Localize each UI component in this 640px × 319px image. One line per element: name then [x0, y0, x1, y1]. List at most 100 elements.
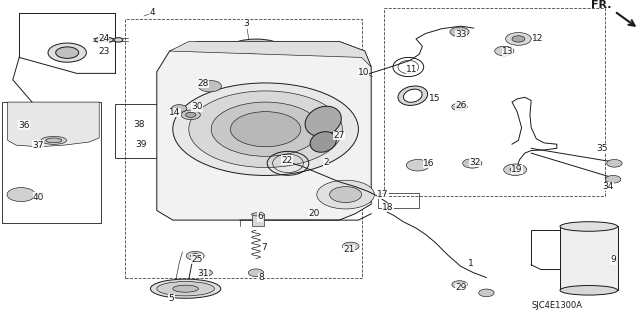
Text: 22: 22: [281, 156, 292, 165]
Text: 6: 6: [257, 212, 262, 221]
Text: 14: 14: [169, 108, 180, 117]
Text: 18: 18: [382, 203, 394, 212]
Ellipse shape: [403, 89, 422, 102]
Ellipse shape: [46, 138, 62, 143]
Bar: [115, 104, 214, 158]
Circle shape: [172, 105, 187, 112]
Text: 1: 1: [468, 259, 473, 268]
Circle shape: [506, 33, 531, 45]
Text: 9: 9: [611, 256, 616, 264]
Text: 11: 11: [406, 65, 417, 74]
Circle shape: [456, 105, 463, 109]
Text: FR.: FR.: [591, 0, 611, 10]
Bar: [560, 226, 618, 290]
Circle shape: [342, 242, 359, 250]
Bar: [566, 254, 611, 274]
Text: 5: 5: [169, 294, 174, 303]
Circle shape: [198, 80, 221, 92]
Ellipse shape: [560, 222, 618, 231]
Text: 35: 35: [596, 144, 607, 153]
Ellipse shape: [305, 106, 341, 136]
Circle shape: [48, 43, 86, 62]
Circle shape: [186, 251, 204, 260]
Ellipse shape: [41, 137, 67, 144]
Circle shape: [248, 269, 264, 277]
Text: 32: 32: [469, 158, 481, 167]
Circle shape: [104, 38, 113, 42]
Text: 7: 7: [261, 243, 266, 252]
Bar: [125, 19, 362, 278]
Circle shape: [512, 36, 525, 42]
Text: 27: 27: [333, 131, 345, 140]
Polygon shape: [157, 41, 371, 220]
Circle shape: [191, 254, 200, 258]
Text: 38: 38: [134, 120, 145, 129]
Ellipse shape: [150, 279, 221, 298]
Bar: [2, 102, 101, 223]
Ellipse shape: [157, 281, 214, 296]
Circle shape: [56, 47, 79, 58]
Text: 23: 23: [98, 47, 109, 56]
Bar: [252, 214, 264, 226]
Text: 31: 31: [198, 269, 209, 278]
Text: 36: 36: [19, 121, 30, 130]
Text: 2: 2: [324, 158, 329, 167]
Text: 39: 39: [135, 140, 147, 149]
Text: SJC4E1300A: SJC4E1300A: [531, 301, 582, 310]
Text: 28: 28: [198, 79, 209, 88]
Ellipse shape: [173, 285, 198, 292]
Text: 33: 33: [455, 30, 467, 39]
Text: 13: 13: [502, 47, 513, 56]
Circle shape: [330, 187, 362, 203]
Bar: [378, 193, 419, 208]
Bar: [384, 8, 605, 196]
Text: 17: 17: [377, 190, 388, 199]
Polygon shape: [8, 102, 99, 147]
Circle shape: [317, 180, 374, 209]
Text: 29: 29: [455, 283, 467, 292]
Text: 21: 21: [343, 245, 355, 254]
Polygon shape: [170, 41, 371, 67]
Text: 40: 40: [33, 193, 44, 202]
Text: 16: 16: [423, 159, 435, 168]
Circle shape: [114, 38, 123, 42]
Text: 25: 25: [191, 255, 203, 263]
Circle shape: [211, 102, 320, 156]
Text: 4: 4: [150, 8, 155, 17]
Ellipse shape: [232, 39, 280, 54]
Circle shape: [95, 38, 104, 42]
Text: 15: 15: [429, 94, 441, 103]
Circle shape: [607, 160, 622, 167]
Circle shape: [200, 270, 212, 276]
Circle shape: [450, 27, 469, 37]
Circle shape: [230, 112, 301, 147]
Circle shape: [479, 289, 494, 297]
Circle shape: [173, 83, 358, 175]
Ellipse shape: [239, 41, 274, 51]
Circle shape: [510, 167, 520, 172]
Text: 3: 3: [244, 19, 249, 28]
Circle shape: [495, 46, 514, 56]
Circle shape: [605, 175, 621, 183]
Ellipse shape: [252, 213, 264, 216]
Circle shape: [189, 91, 342, 167]
Circle shape: [504, 164, 527, 175]
Circle shape: [452, 281, 467, 288]
Ellipse shape: [398, 86, 428, 106]
Text: 19: 19: [511, 165, 523, 174]
Ellipse shape: [310, 132, 336, 152]
Text: 8: 8: [259, 273, 264, 282]
Text: 37: 37: [33, 141, 44, 150]
Text: 12: 12: [532, 34, 543, 43]
Ellipse shape: [560, 286, 618, 295]
Text: 24: 24: [98, 34, 109, 43]
Text: 10: 10: [358, 68, 369, 77]
Text: 34: 34: [602, 182, 614, 191]
Circle shape: [7, 188, 35, 202]
Text: 30: 30: [191, 102, 203, 111]
Circle shape: [186, 112, 196, 117]
Circle shape: [406, 160, 429, 171]
Text: 26: 26: [455, 101, 467, 110]
Circle shape: [463, 159, 482, 168]
Circle shape: [181, 110, 200, 120]
